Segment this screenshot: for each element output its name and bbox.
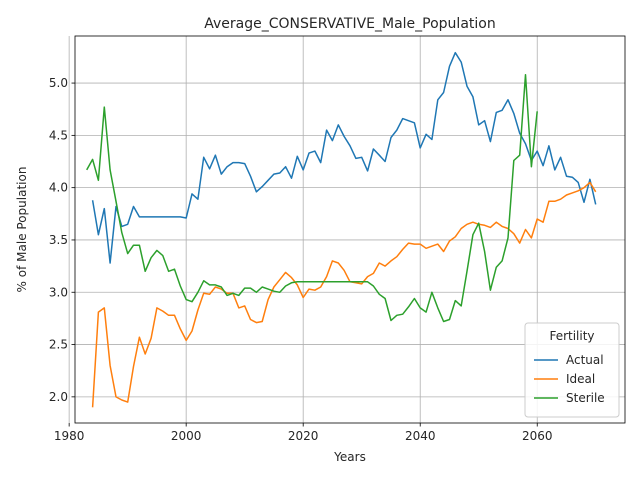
- x-tick-label: 1980: [54, 429, 85, 443]
- series-line-actual: [91, 51, 597, 264]
- legend-box: [524, 322, 620, 418]
- plot-frame: [74, 35, 626, 424]
- x-axis: 1980 2000 2020 2040 2060: [54, 423, 553, 443]
- y-axis-label: % of Male Population: [15, 167, 29, 293]
- y-tick-label: 4.5: [49, 128, 68, 142]
- y-axis: 2.0 2.5 3.0 3.5 4.0 4.5 5.0: [49, 76, 75, 404]
- y-tick-label: 5.0: [49, 76, 68, 90]
- legend: Fertility Actual Ideal Sterile: [524, 322, 620, 418]
- y-tick-label: 4.0: [49, 181, 68, 195]
- y-tick-label: 3.5: [49, 233, 68, 247]
- x-tick-label: 2060: [522, 429, 553, 443]
- y-tick-label: 2.0: [49, 390, 68, 404]
- series-line-ideal: [91, 181, 597, 408]
- legend-label-actual: Actual: [566, 353, 604, 367]
- x-tick-label: 2000: [171, 429, 202, 443]
- legend-label-ideal: Ideal: [566, 372, 595, 386]
- series-line-sterile: [86, 73, 538, 323]
- grid-lines: [68, 36, 625, 423]
- y-tick-label: 3.0: [49, 285, 68, 299]
- series-group: [86, 51, 597, 408]
- chart-title: Average_CONSERVATIVE_Male_Population: [204, 16, 495, 32]
- x-tick-label: 2040: [405, 429, 436, 443]
- legend-label-sterile: Sterile: [566, 391, 605, 405]
- legend-title: Fertility: [549, 329, 594, 343]
- y-tick-label: 2.5: [49, 338, 68, 352]
- x-tick-label: 2020: [288, 429, 319, 443]
- x-axis-label: Years: [333, 450, 366, 464]
